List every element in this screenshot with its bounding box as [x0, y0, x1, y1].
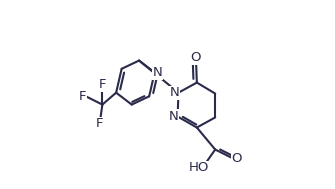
- Text: O: O: [191, 51, 201, 64]
- Text: HO: HO: [189, 161, 209, 174]
- Text: N: N: [170, 86, 179, 99]
- Text: O: O: [231, 152, 242, 165]
- Text: N: N: [153, 66, 163, 79]
- Text: F: F: [79, 90, 86, 103]
- Text: F: F: [98, 78, 106, 91]
- Text: F: F: [96, 117, 104, 130]
- Text: N: N: [169, 110, 179, 123]
